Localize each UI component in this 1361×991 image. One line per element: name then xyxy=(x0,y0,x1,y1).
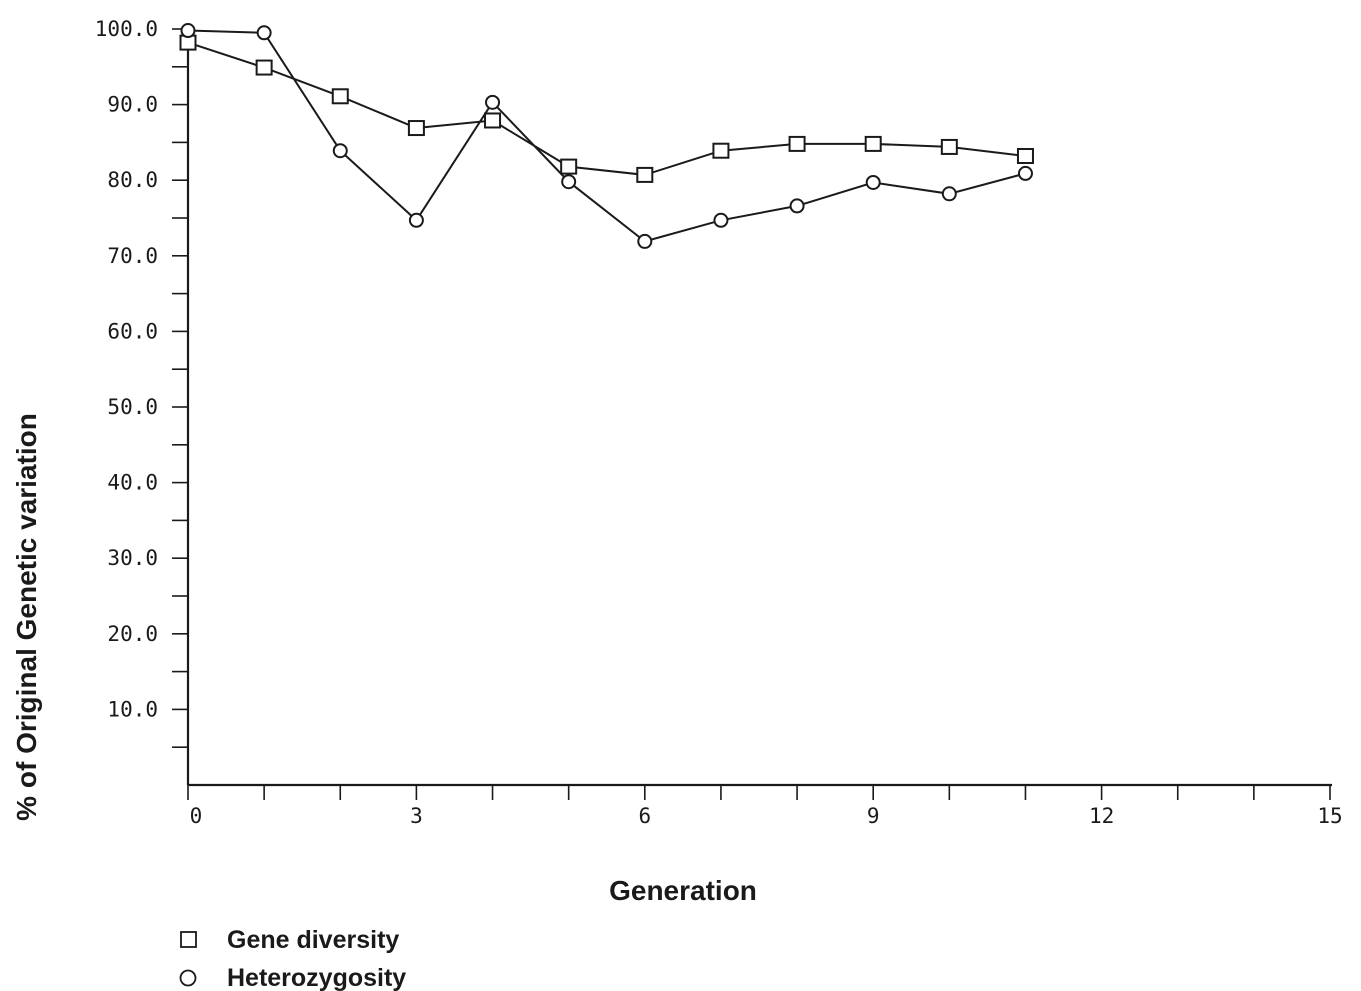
series-line xyxy=(187,41,1026,176)
data-point-circle xyxy=(561,174,577,190)
data-point-circle xyxy=(941,186,957,202)
data-point-circle xyxy=(713,212,729,228)
data-point-square xyxy=(636,166,654,183)
series-layer xyxy=(179,23,1034,249)
data-point-square xyxy=(484,112,502,129)
data-point-circle xyxy=(485,94,501,110)
data-point-square xyxy=(712,142,730,159)
x-tick-label: 9 xyxy=(867,804,880,828)
y-tick-label: 90.0 xyxy=(107,93,158,117)
data-point-square xyxy=(255,59,273,76)
x-tick-label: 3 xyxy=(410,804,423,828)
x-tick-label: 15 xyxy=(1317,804,1342,828)
data-point-square xyxy=(407,120,425,137)
y-tick-label: 70.0 xyxy=(107,244,158,268)
data-point-circle xyxy=(1017,165,1033,181)
data-point-circle xyxy=(332,143,348,159)
x-tick-label: 6 xyxy=(638,804,651,828)
data-point-circle xyxy=(637,233,653,249)
data-point-square xyxy=(1016,148,1034,165)
data-point-circle xyxy=(789,198,805,214)
series-heterozygosity xyxy=(180,23,1033,249)
data-point-circle xyxy=(865,174,881,190)
y-axis-title: % of Original Genetic variation xyxy=(11,413,42,821)
y-tick-label: 50.0 xyxy=(107,395,158,419)
data-point-circle xyxy=(180,23,196,39)
y-tick-label: 60.0 xyxy=(107,319,158,343)
data-point-square xyxy=(940,138,958,155)
x-tick-label: 0 xyxy=(190,804,203,828)
y-tick-label: 10.0 xyxy=(107,697,158,721)
x-tick-label: 12 xyxy=(1089,804,1114,828)
legend: Gene diversity Heterozygosity xyxy=(179,926,406,991)
y-tick-label: 20.0 xyxy=(107,622,158,646)
axes xyxy=(186,27,1332,787)
y-tick-label: 30.0 xyxy=(107,546,158,570)
y-tick-label: 80.0 xyxy=(107,168,158,192)
y-tick-label: 100.0 xyxy=(95,17,158,41)
legend-label: Gene diversity xyxy=(227,926,399,954)
data-point-square xyxy=(331,88,349,105)
y-tick-label: 40.0 xyxy=(107,471,158,495)
legend-item: Heterozygosity xyxy=(179,964,406,991)
legend-square-icon xyxy=(180,931,197,948)
data-point-square xyxy=(560,158,578,175)
ticks: 10.0 20.0 30.0 40.0 50.0 60.0 70.0 80.0 90.0 100.… xyxy=(95,17,1343,828)
x-axis-title: Generation xyxy=(609,875,757,906)
data-point-square xyxy=(864,135,882,152)
legend-label: Heterozygosity xyxy=(227,964,406,991)
legend-item: Gene diversity xyxy=(180,926,399,954)
data-point-square xyxy=(788,135,806,152)
series-gene-diversity xyxy=(179,34,1034,183)
data-point-circle xyxy=(408,212,424,228)
series-line xyxy=(187,29,1026,243)
data-point-circle xyxy=(256,25,272,41)
legend-circle-icon xyxy=(179,969,197,987)
